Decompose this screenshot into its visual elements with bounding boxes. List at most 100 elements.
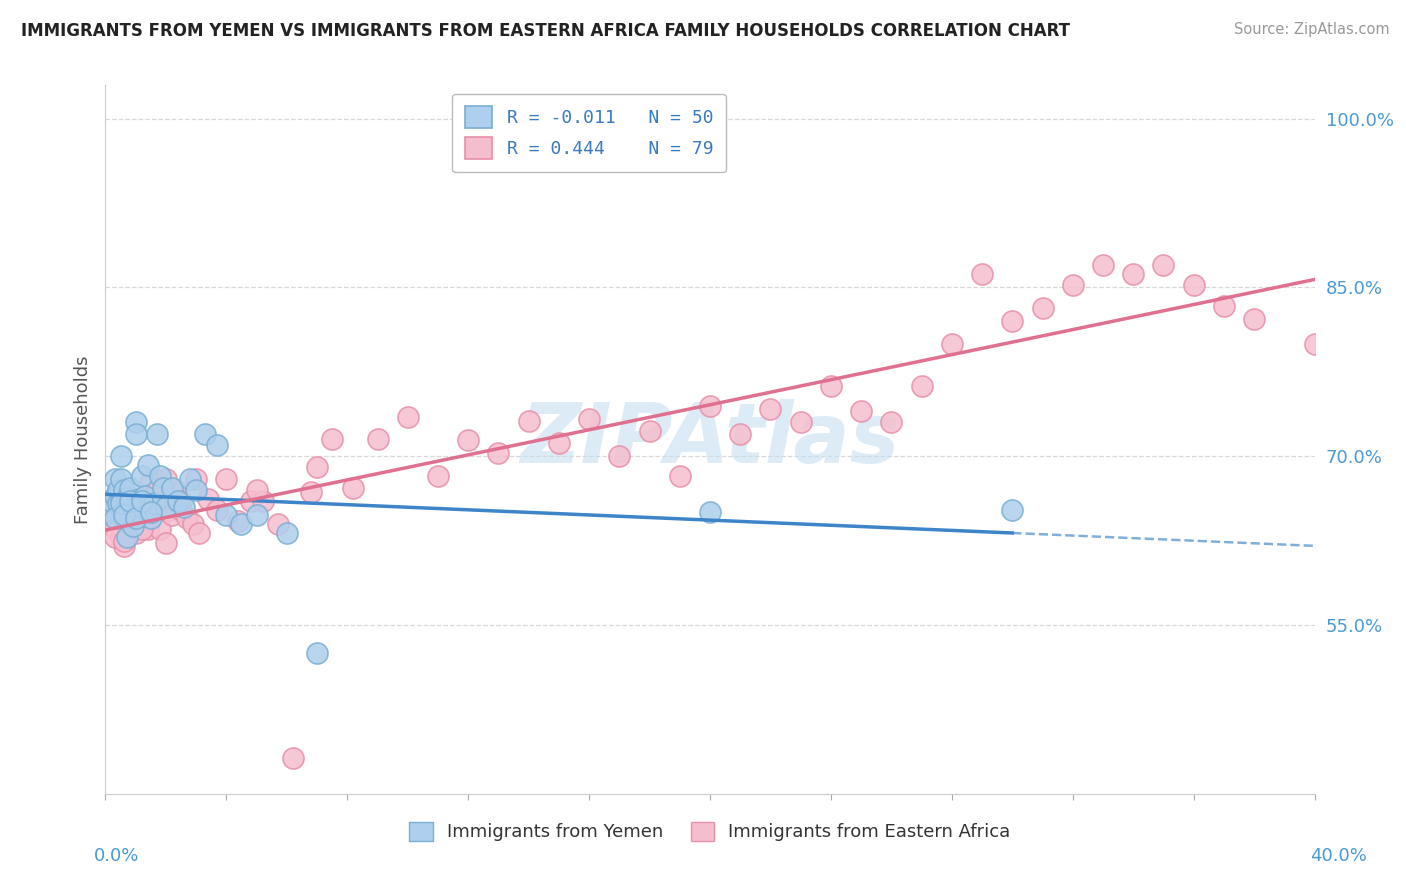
Point (281, 751, 304, 765)
Point (488, 446, 510, 460)
Point (188, 525, 211, 540)
Point (820, 379, 842, 393)
Point (276, 525, 298, 540)
Point (136, 522, 159, 536)
Point (173, 500, 195, 514)
Point (110, 472, 132, 486)
Point (176, 511, 198, 525)
Point (152, 481, 174, 495)
Point (121, 508, 143, 522)
Point (239, 494, 262, 508)
Point (110, 496, 132, 510)
Point (730, 426, 752, 441)
Point (124, 426, 148, 441)
Point (149, 469, 172, 483)
Point (124, 511, 148, 525)
Point (970, 267, 993, 281)
Point (157, 503, 180, 517)
Point (215, 508, 238, 522)
Point (155, 536, 177, 550)
Point (181, 516, 204, 531)
Point (179, 472, 201, 486)
Point (110, 494, 132, 508)
Point (163, 483, 186, 497)
Point (139, 474, 162, 488)
Point (118, 481, 141, 495)
Point (1303, 336, 1326, 351)
Point (112, 503, 135, 517)
Point (638, 425, 661, 439)
Point (1092, 258, 1115, 272)
Point (246, 483, 269, 497)
Point (321, 433, 343, 447)
Point (1001, 314, 1024, 328)
Point (128, 491, 150, 506)
Point (97, 506, 120, 520)
Point (139, 506, 162, 520)
Point (207, 438, 229, 452)
Point (103, 472, 125, 486)
Point (170, 503, 193, 517)
Point (1062, 278, 1084, 293)
Point (142, 496, 165, 510)
Point (115, 530, 138, 544)
Point (307, 646, 329, 660)
Point (669, 469, 692, 483)
Point (128, 506, 150, 520)
Point (578, 412, 600, 426)
Point (457, 434, 479, 448)
Point (146, 426, 169, 441)
Point (107, 485, 129, 500)
Point (110, 530, 132, 544)
Point (160, 481, 183, 495)
Point (112, 533, 135, 548)
Point (131, 469, 153, 483)
Point (142, 506, 165, 520)
Point (103, 511, 125, 525)
Point (131, 494, 153, 508)
Point (118, 513, 141, 527)
Point (252, 494, 274, 508)
Point (103, 522, 125, 536)
Point (118, 494, 141, 508)
Point (110, 449, 132, 463)
Point (160, 508, 183, 522)
Point (110, 508, 132, 522)
Point (131, 522, 153, 536)
Point (121, 506, 143, 520)
Point (155, 500, 177, 514)
Point (134, 489, 156, 503)
Point (186, 483, 208, 497)
Point (396, 409, 419, 424)
Point (911, 379, 934, 393)
Point (100, 494, 122, 508)
Point (880, 416, 903, 430)
Point (1122, 267, 1144, 281)
Legend: Immigrants from Yemen, Immigrants from Eastern Africa: Immigrants from Yemen, Immigrants from E… (402, 814, 1018, 848)
Point (107, 496, 129, 510)
Point (1032, 301, 1054, 315)
Point (146, 482, 169, 496)
Point (112, 483, 135, 497)
Point (1182, 278, 1205, 293)
Point (849, 404, 872, 418)
Point (107, 483, 129, 497)
Point (427, 469, 450, 483)
Point (134, 494, 156, 508)
Text: IMMIGRANTS FROM YEMEN VS IMMIGRANTS FROM EASTERN AFRICA FAMILY HOUSEHOLDS CORREL: IMMIGRANTS FROM YEMEN VS IMMIGRANTS FROM… (21, 22, 1070, 40)
Point (197, 491, 219, 506)
Point (115, 500, 138, 514)
Point (228, 515, 250, 529)
Point (342, 481, 364, 495)
Point (194, 426, 217, 441)
Point (103, 489, 125, 503)
Point (167, 494, 190, 508)
Point (609, 449, 631, 463)
Text: 0.0%: 0.0% (94, 847, 139, 865)
Point (136, 458, 159, 473)
Point (149, 522, 172, 536)
Point (115, 516, 138, 531)
Point (170, 494, 193, 508)
Point (790, 416, 813, 430)
Point (307, 460, 329, 475)
